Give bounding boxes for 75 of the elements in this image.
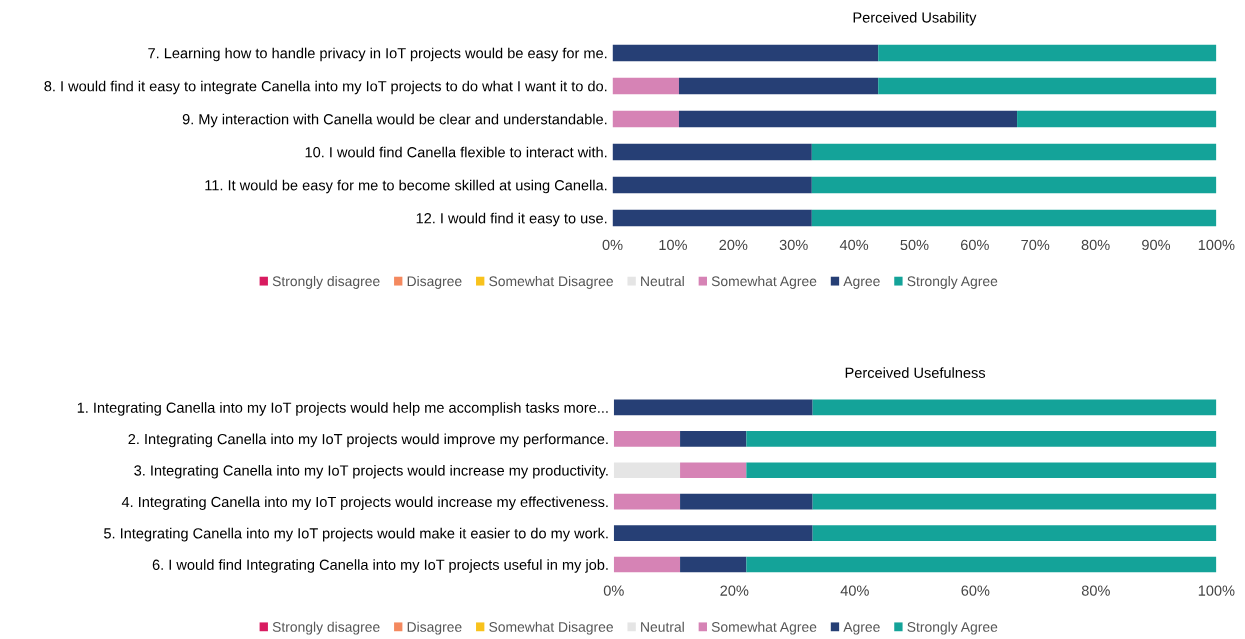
legend-label: Strongly Agree bbox=[907, 275, 998, 289]
bar bbox=[612, 143, 812, 161]
y-tick-label: 7. Learning how to handle privacy in IoT projects would be easy for me. bbox=[148, 47, 607, 62]
bar bbox=[680, 493, 813, 510]
legend-label: Strongly disagree bbox=[272, 621, 380, 635]
bar bbox=[613, 525, 813, 541]
bar bbox=[613, 399, 813, 416]
bar bbox=[811, 209, 1217, 227]
bar bbox=[613, 493, 681, 510]
bar bbox=[612, 44, 879, 62]
legend-label: Somewhat Agree bbox=[711, 621, 817, 635]
bar bbox=[612, 77, 679, 95]
x-tick-label: 40% bbox=[840, 585, 869, 596]
chart-title: Perceived Usefulness bbox=[845, 367, 986, 378]
x-tick-label: 20% bbox=[720, 585, 749, 596]
legend-label: Disagree bbox=[407, 621, 462, 635]
bar bbox=[811, 143, 1217, 161]
bar bbox=[613, 556, 681, 573]
y-tick-label: 6. I would find Integrating Canella into my IoT projects useful in my job. bbox=[152, 559, 608, 573]
legend-label: Agree bbox=[843, 622, 880, 635]
bar bbox=[811, 176, 1217, 194]
legend-label: Strongly disagree bbox=[272, 275, 380, 289]
y-tick-label: 12. I would find it easy to use. bbox=[416, 212, 607, 227]
bar bbox=[878, 44, 1217, 62]
x-tick-label: 60% bbox=[960, 239, 989, 251]
bar bbox=[613, 430, 681, 447]
x-tick-label: 80% bbox=[1081, 585, 1110, 596]
bar bbox=[746, 430, 1217, 447]
legend-label: Neutral bbox=[641, 621, 684, 632]
legend-label: Somewhat Disagree bbox=[489, 275, 613, 289]
x-tick-label: 0% bbox=[603, 585, 624, 596]
legend-label: Disagree bbox=[407, 275, 462, 289]
x-tick-label: 60% bbox=[961, 585, 990, 596]
y-tick-label: 2. Integrating Canella into my IoT projects would improve my performance. bbox=[128, 433, 608, 448]
x-tick-label: 40% bbox=[839, 239, 869, 251]
bar bbox=[612, 110, 679, 128]
bar bbox=[680, 462, 747, 479]
y-tick-label: 4. Integrating Canella into my IoT projects would increase my effectiveness. bbox=[121, 496, 608, 510]
y-tick-label: 11. It would be easy for me to become skilled at using Canella. bbox=[205, 179, 607, 194]
y-tick-label: 10. I would find Canella flexible to interact with. bbox=[305, 146, 607, 158]
x-tick-label: 0% bbox=[602, 239, 623, 251]
x-tick-label: 80% bbox=[1081, 239, 1110, 251]
bar bbox=[613, 462, 681, 479]
bar bbox=[678, 77, 879, 95]
chart-title: Perceived Usability bbox=[853, 11, 977, 26]
x-tick-label: 100% bbox=[1198, 585, 1235, 596]
y-tick-label: 3. Integrating Canella into my IoT projects would increase my productivity. bbox=[134, 464, 608, 479]
x-tick-label: 50% bbox=[900, 239, 929, 251]
bar bbox=[680, 430, 747, 447]
legend-label: Strongly Agree bbox=[907, 621, 998, 635]
y-tick-label: 5. Integrating Canella into my IoT projects would make it easier to do my work. bbox=[104, 527, 608, 542]
x-tick-label: 90% bbox=[1142, 239, 1171, 251]
legend-label: Agree bbox=[843, 276, 880, 289]
bar bbox=[678, 110, 1018, 128]
x-tick-label: 70% bbox=[1021, 239, 1050, 251]
x-tick-label: 10% bbox=[659, 239, 687, 251]
bar bbox=[812, 525, 1217, 541]
bar bbox=[812, 493, 1217, 510]
legend-label: Neutral bbox=[641, 275, 684, 287]
y-tick-label: 9. My interaction with Canella would be clear and understandable. bbox=[182, 113, 607, 128]
bar bbox=[812, 399, 1217, 416]
y-tick-label: 1. Integrating Canella into my IoT projects would help me accomplish tasks more... bbox=[77, 402, 608, 416]
x-tick-label: 30% bbox=[779, 239, 808, 251]
x-tick-label: 20% bbox=[719, 239, 748, 251]
bar bbox=[878, 77, 1217, 95]
x-tick-label: 100% bbox=[1198, 239, 1235, 251]
bar bbox=[1017, 110, 1217, 128]
legend-label: Somewhat Agree bbox=[711, 275, 817, 289]
bar bbox=[612, 209, 812, 227]
legend-label: Somewhat Disagree bbox=[489, 621, 613, 635]
bar bbox=[680, 556, 747, 573]
y-tick-label: 8. I would find it easy to integrate Canella into my IoT projects to do what I want it to do. bbox=[44, 80, 607, 95]
bar bbox=[746, 556, 1217, 573]
bar bbox=[746, 462, 1217, 479]
bar bbox=[612, 176, 812, 194]
